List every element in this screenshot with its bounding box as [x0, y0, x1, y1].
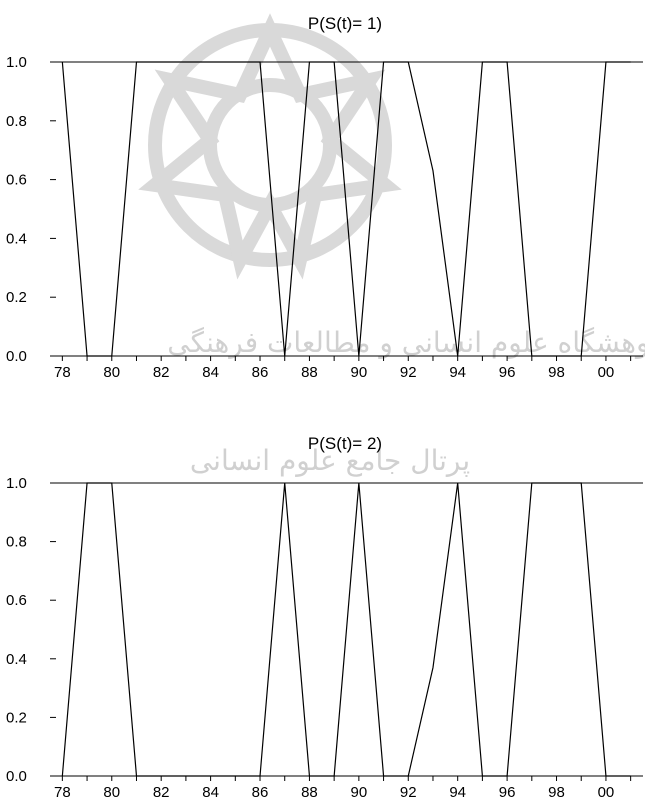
- x-tick-label: 80: [103, 364, 120, 381]
- x-tick-label: 00: [598, 364, 615, 381]
- x-tick-label: 90: [351, 784, 368, 801]
- y-tick-label: 0.8: [6, 534, 27, 551]
- y-tick-label: 1.0: [6, 54, 27, 71]
- y-tick-label: 0.2: [6, 709, 27, 726]
- x-tick-label: 84: [202, 364, 219, 381]
- watermark-text-1: پژوهشگاه علوم انسانی و مطالعات فرهنگی: [167, 326, 645, 359]
- x-tick-label: 86: [252, 364, 269, 381]
- x-tick-label: 88: [301, 784, 318, 801]
- x-tick-label: 84: [202, 784, 219, 801]
- y-tick-label: 0.6: [6, 592, 27, 609]
- y-tick-label: 0.0: [6, 768, 27, 785]
- x-tick-label: 98: [548, 784, 565, 801]
- tick-group: 0.0 0.2 0.4 0.6 0.8 1.0 78 80 82 84 86 88 90 92 94 96 98…: [6, 54, 632, 381]
- x-tick-label: 82: [153, 784, 170, 801]
- y-tick-label: 0.4: [6, 651, 27, 668]
- watermark-text-2: پرتال جامع علوم انسانی: [190, 444, 470, 477]
- y-tick-label: 0.0: [6, 348, 27, 365]
- x-tick-label: 92: [400, 364, 417, 381]
- x-tick-label: 88: [301, 364, 318, 381]
- chart-title: P(S(t)= 2): [308, 434, 382, 453]
- x-tick-label: 96: [499, 364, 516, 381]
- x-tick-label: 90: [351, 364, 368, 381]
- x-tick-label: 78: [54, 364, 71, 381]
- y-tick-label: 0.8: [6, 113, 27, 130]
- series-group: [61, 482, 631, 777]
- x-tick-label: 92: [400, 784, 417, 801]
- watermark-logo: پژوهشگاه علوم انسانی و مطالعات فرهنگی پر…: [138, 13, 645, 477]
- x-tick-label: 94: [449, 364, 466, 381]
- series-line: [61, 482, 631, 777]
- x-tick-label: 78: [54, 784, 71, 801]
- x-tick-label: 98: [548, 364, 565, 381]
- y-tick-label: 0.2: [6, 289, 27, 306]
- chart-title: P(S(t)= 1): [308, 14, 382, 33]
- series-group: [61, 61, 631, 357]
- x-tick-label: 86: [252, 784, 269, 801]
- y-tick-label: 0.6: [6, 172, 27, 189]
- x-tick-label: 80: [103, 784, 120, 801]
- tick-group: 0.0 0.2 0.4 0.6 0.8 1.0 78 80 82 84 86 88 90 92 94 96 98…: [6, 475, 632, 801]
- y-tick-label: 0.4: [6, 230, 27, 247]
- series-line: [61, 61, 631, 357]
- x-tick-label: 82: [153, 364, 170, 381]
- chart-panel-state-2: P(S(t)= 2) 0.0 0.2 0.4 0.6 0.8 1.0 78 80 82 84 86 8…: [6, 434, 643, 801]
- y-tick-label: 1.0: [6, 475, 27, 492]
- chart-panel-state-1: P(S(t)= 1) 0.0 0.2 0.4 0.6 0.8 1.0 78 80 82 84 86 8…: [6, 14, 643, 381]
- x-tick-label: 96: [499, 784, 516, 801]
- x-tick-label: 00: [598, 784, 615, 801]
- x-tick-label: 94: [449, 784, 466, 801]
